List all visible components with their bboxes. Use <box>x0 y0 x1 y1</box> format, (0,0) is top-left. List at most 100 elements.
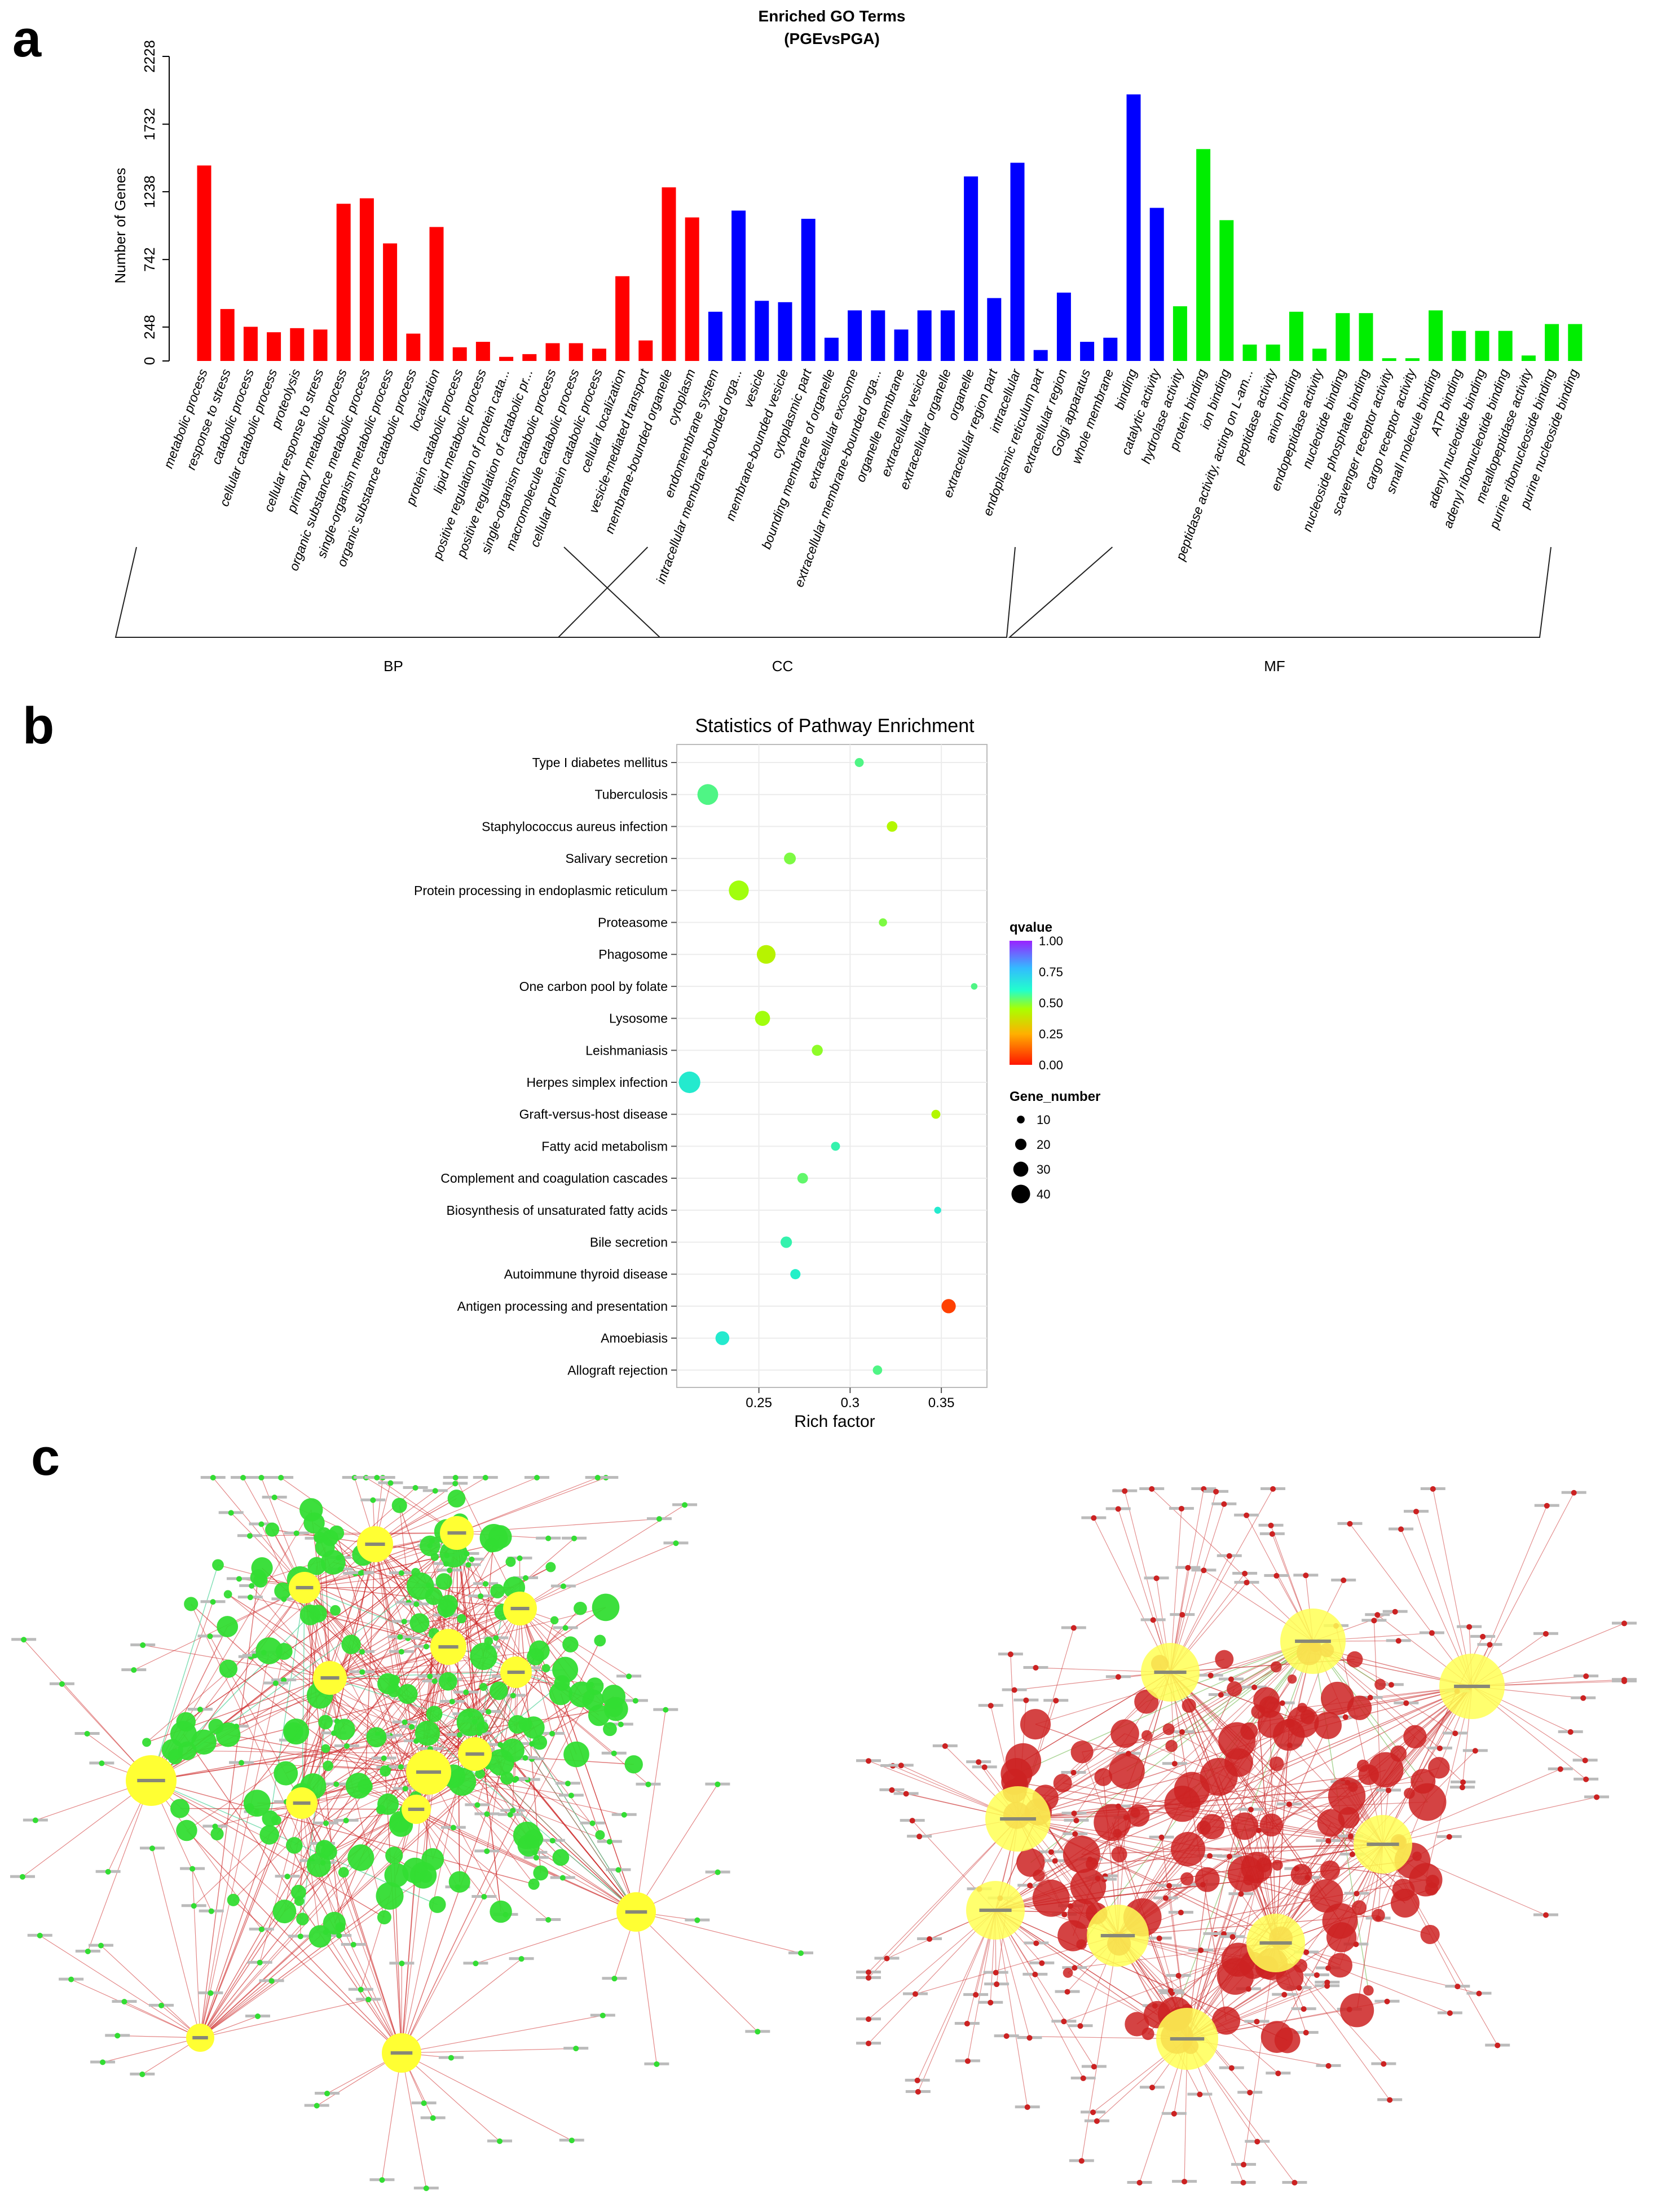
pathway-label: Allograft rejection <box>567 1363 668 1377</box>
network-hub-label-placeholder <box>510 1607 530 1610</box>
network-gene-node <box>321 1744 330 1753</box>
network-gene-node <box>510 1693 516 1699</box>
network-edge <box>151 1602 214 1781</box>
network-gene-node <box>322 1530 338 1546</box>
network-gene-node <box>197 1707 203 1713</box>
network-gene-node <box>1033 1940 1039 1946</box>
pathway-point <box>934 1206 941 1214</box>
network-gene-node <box>1215 1650 1234 1669</box>
network-gene-node <box>1347 1833 1354 1839</box>
network-gene-node <box>1195 1867 1220 1892</box>
pathway-label: Type I diabetes mellitus <box>532 755 668 770</box>
qvalue-tick-label: 0.50 <box>1039 996 1063 1010</box>
network-gene-node <box>255 1637 283 1664</box>
network-gene-node <box>1408 1783 1447 1821</box>
network-gene-node <box>916 1834 923 1840</box>
pathway-point <box>887 821 898 832</box>
network-gene-node <box>306 1853 331 1878</box>
network-gene-node <box>323 1760 334 1772</box>
network-gene-node <box>1567 1729 1574 1735</box>
network-gene-node <box>254 2013 261 2019</box>
network-gene-node <box>621 1812 627 1818</box>
network-gene-node <box>473 1960 479 1967</box>
network-gene-node <box>402 1786 408 1792</box>
network-gene-node <box>450 1825 456 1831</box>
network-gene-node <box>571 1535 578 1541</box>
network-gene-node <box>656 1516 662 1522</box>
network-gene-node <box>1388 1682 1394 1688</box>
network-gene-node <box>534 1475 540 1480</box>
pathway-point <box>971 983 978 990</box>
network-edge <box>200 1651 285 2038</box>
network-gene-node <box>272 1900 297 1924</box>
network-gene-node <box>100 2059 106 2065</box>
network-edge <box>448 1646 534 1839</box>
network-edge <box>200 1650 270 2038</box>
network-gene-node <box>1270 1661 1282 1673</box>
network-gene-node <box>1061 1911 1068 1918</box>
network-edge <box>318 1613 449 1647</box>
network-hub-label-placeholder <box>1454 1685 1490 1688</box>
network-gene-node <box>600 2012 606 2019</box>
network-gene-node <box>427 1673 433 1680</box>
network-gene-node <box>715 1869 721 1875</box>
network-edge <box>1014 1781 1383 1845</box>
network-gene-node <box>1395 1638 1401 1644</box>
go-bar <box>1196 149 1211 361</box>
network-gene-node <box>475 1769 486 1779</box>
go-bar <box>1266 344 1280 361</box>
network-edge <box>312 1786 402 2054</box>
network-gene-node <box>522 1755 528 1761</box>
network-gene-node <box>563 1741 589 1768</box>
network-gene-node <box>236 1576 242 1582</box>
network-gene-node <box>1165 1739 1178 1752</box>
network-hub-label-placeholder <box>507 1671 525 1674</box>
go-bar <box>1173 306 1187 361</box>
network-edge <box>1433 1488 1473 1687</box>
network-gene-node <box>275 1643 293 1660</box>
go-bar <box>1475 331 1489 361</box>
network-gene-node <box>1162 1895 1169 1901</box>
gene-number-legend-label: 30 <box>1037 1162 1050 1176</box>
network-gene-node <box>438 1672 457 1691</box>
network-gene-node <box>1207 1672 1214 1678</box>
network-gene-node <box>324 2090 330 2096</box>
network-gene-node <box>323 1820 329 1826</box>
network-gene-node <box>1162 1723 1175 1735</box>
network-gene-node <box>274 1761 298 1786</box>
go-y-tick-label: 2228 <box>141 40 158 73</box>
go-chart-subtitle: (PGEvsPGA) <box>784 30 880 47</box>
network-edge <box>151 1780 262 1930</box>
network-edge <box>1373 1620 1383 1845</box>
network-gene-node <box>559 1875 566 1881</box>
network-edge <box>143 1645 330 1678</box>
network-gene-node <box>1251 1684 1258 1690</box>
go-y-tick-label: 0 <box>141 357 158 365</box>
pathway-label: Lysosome <box>609 1011 668 1026</box>
network-gene-node <box>981 1764 988 1770</box>
network-gene-node <box>309 1605 327 1623</box>
network-gene-node <box>37 1932 43 1938</box>
network-gene-node <box>347 1844 374 1871</box>
network-gene-node <box>1072 1965 1078 1971</box>
network-edge <box>200 1896 390 2038</box>
network-gene-node <box>421 1848 444 1871</box>
network-gene-node <box>1325 1838 1332 1844</box>
network-gene-node <box>412 1484 418 1491</box>
network-gene-node <box>1447 2010 1453 2016</box>
network-gene-node <box>1301 2006 1307 2012</box>
network-gene-node <box>32 1817 38 1823</box>
pathway-point <box>797 1173 808 1184</box>
network-gene-node <box>398 1764 404 1770</box>
network-hub-label-placeholder <box>296 1586 314 1589</box>
network-gene-node <box>1459 1784 1465 1791</box>
network-gene-node <box>114 2033 121 2039</box>
network-gene-node <box>318 1715 333 1730</box>
network-gene-node <box>1053 1698 1059 1704</box>
network-gene-node <box>1339 1993 1374 2028</box>
network-edge <box>192 1869 201 2038</box>
network-gene-node <box>1227 1853 1233 1860</box>
network-gene-node <box>85 1948 91 1954</box>
pathway-label: Leishmaniasis <box>585 1043 668 1057</box>
network-gene-node <box>1429 1630 1435 1636</box>
